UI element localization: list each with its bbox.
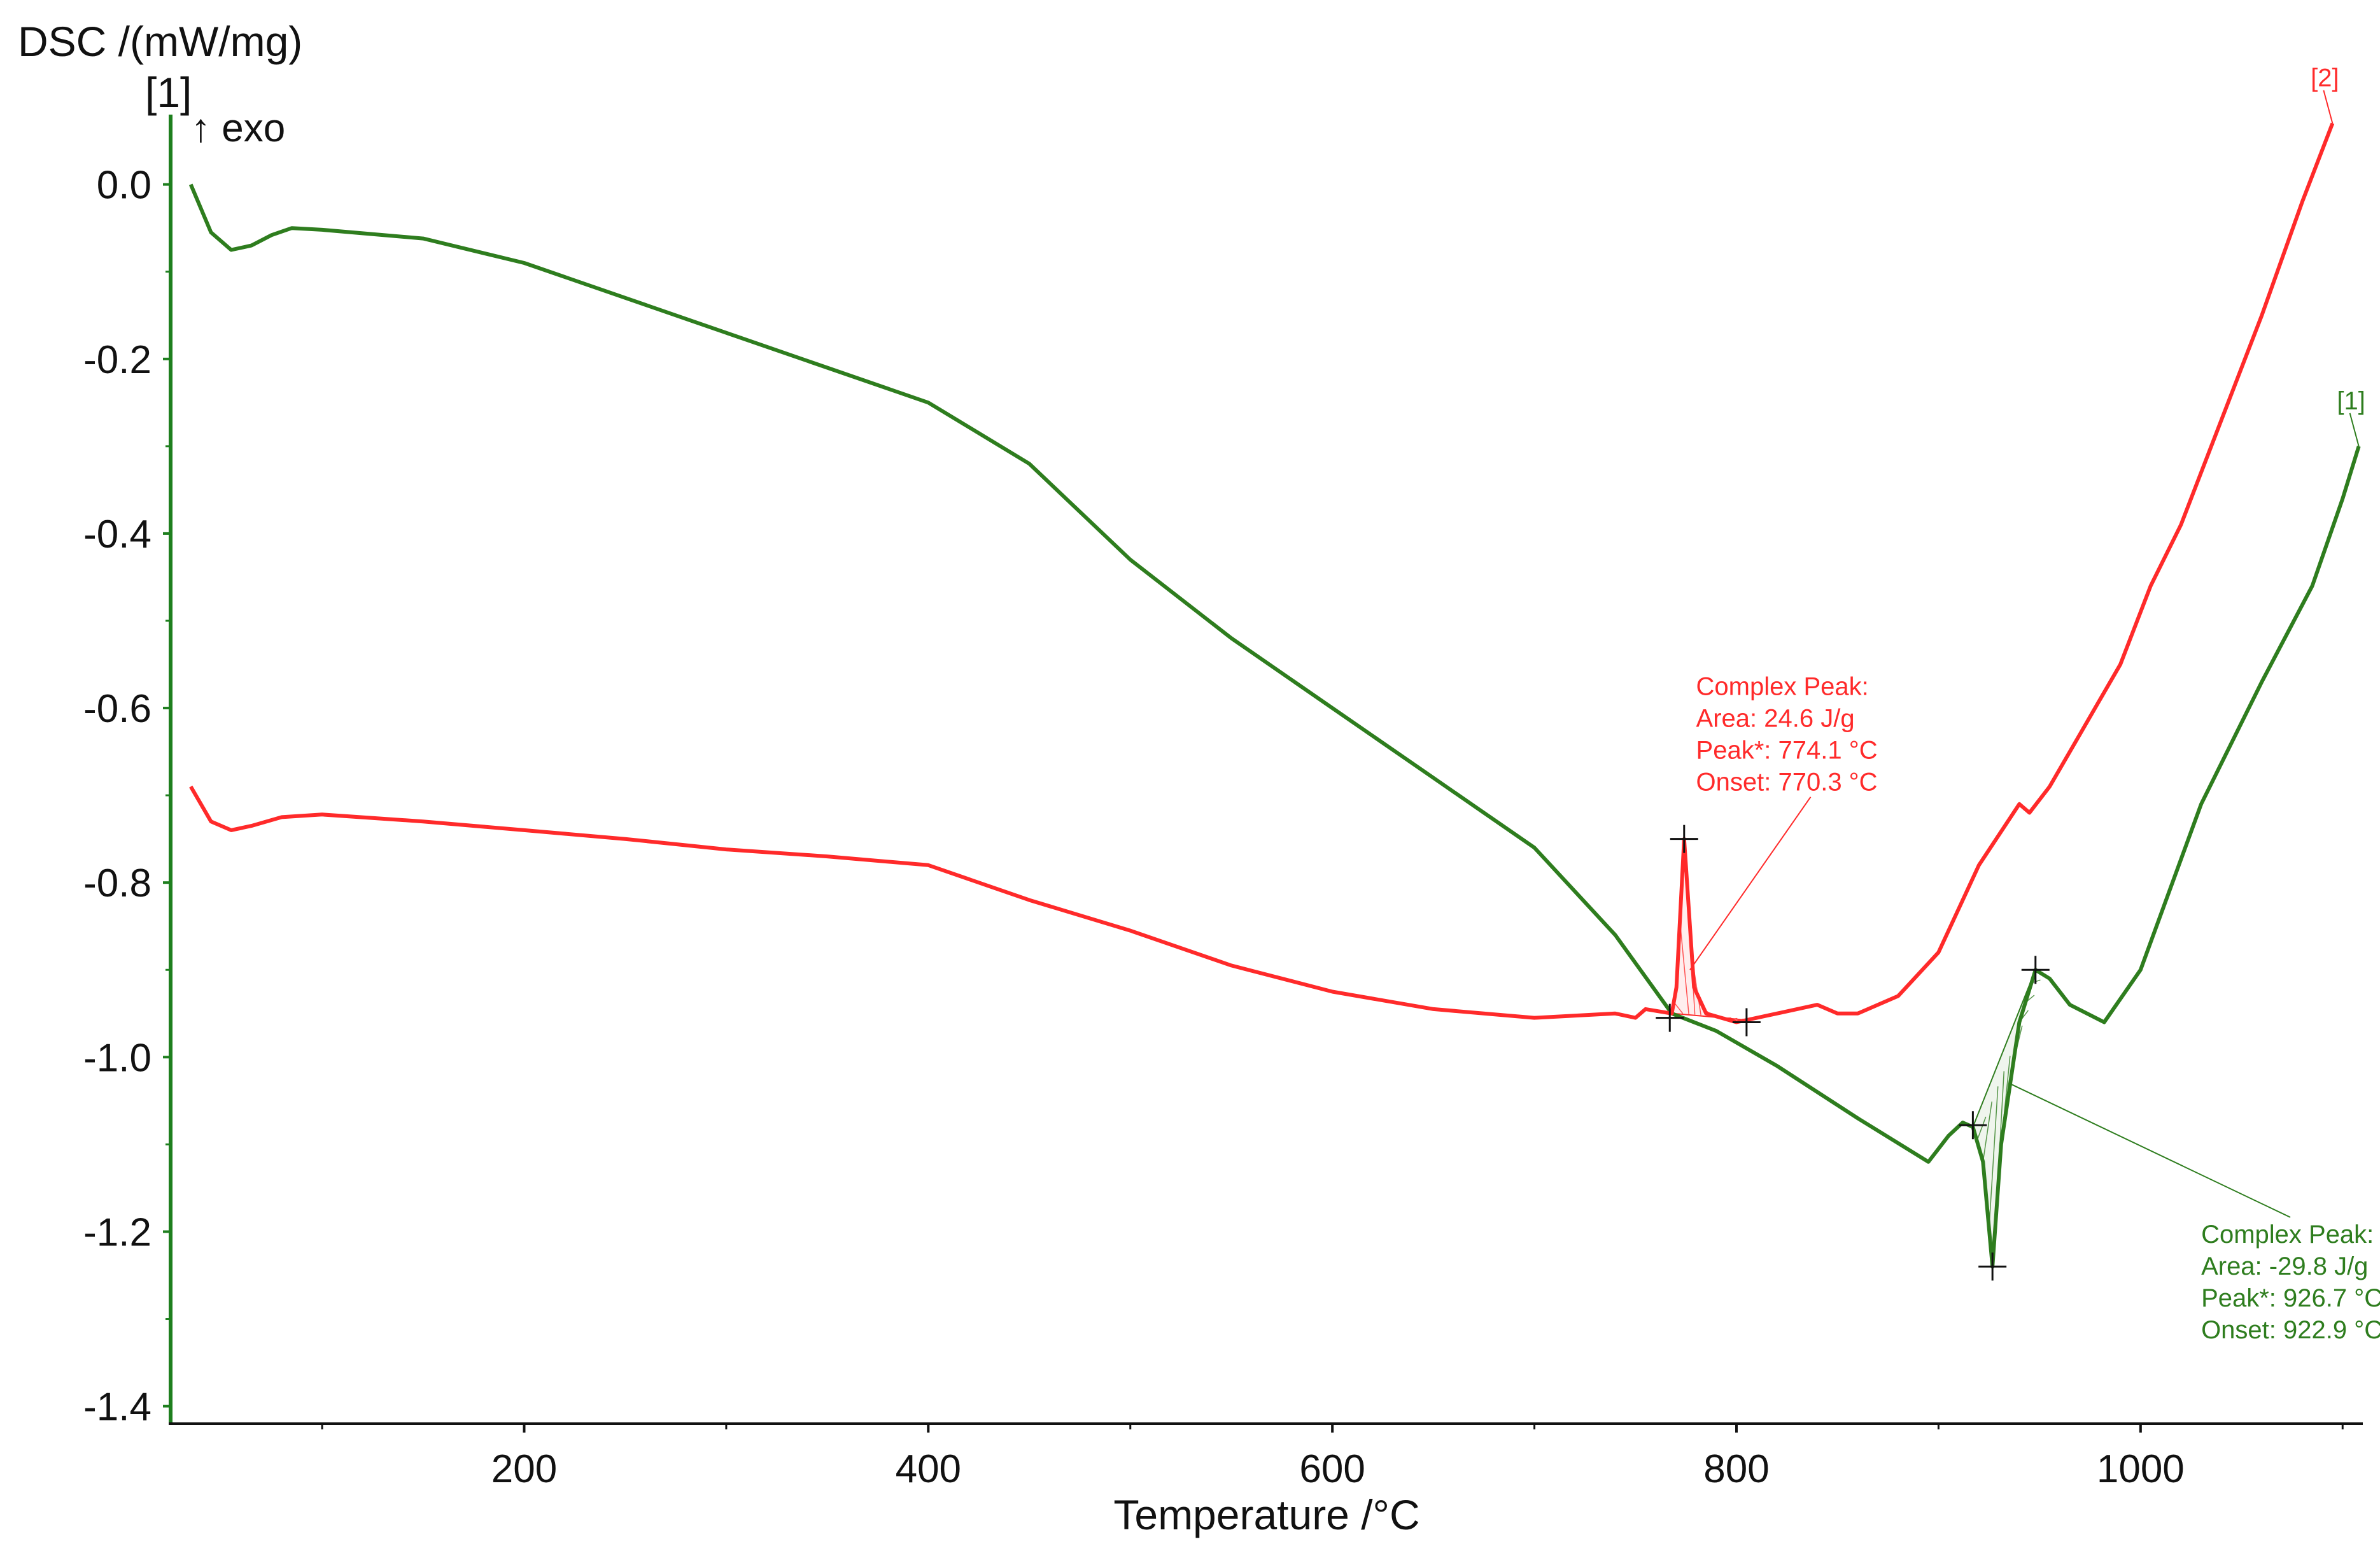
peak-baseline bbox=[1972, 969, 2036, 1128]
peak-hatch-line bbox=[1679, 921, 1689, 1014]
curve-tag-label: [2] bbox=[2311, 64, 2339, 92]
peak-annotation-line: Peak*: 774.1 °C bbox=[1696, 737, 1878, 765]
y-tick-label: -0.2 bbox=[83, 338, 151, 382]
peak-hatch-line bbox=[1982, 1101, 1992, 1162]
curve-tag-leader bbox=[2323, 90, 2334, 124]
x-tick-label: 800 bbox=[1703, 1447, 1769, 1491]
series-2-line bbox=[189, 122, 2335, 1024]
x-axis-ticks: 200 400 600 800 1000 bbox=[321, 1424, 2344, 1491]
peak-leader-line bbox=[2009, 1082, 2291, 1218]
peak-annotations: Complex Peak: Area: 24.6 J/g Peak*: 774.1 … bbox=[1689, 673, 2380, 1344]
peak-area-fill bbox=[1670, 842, 1747, 1023]
y-axis-title: DSC /(mW/mg) bbox=[18, 18, 302, 65]
peak-crosshair-marker bbox=[1959, 1111, 1987, 1140]
curve-tags: [2] [1] bbox=[2311, 64, 2365, 447]
curve-tag-label: [1] bbox=[2337, 387, 2365, 415]
peak-annotation-line: Onset: 770.3 °C bbox=[1696, 768, 1878, 797]
peak-leader-line bbox=[1689, 797, 1812, 970]
peak-annotation-title: Complex Peak: bbox=[1696, 673, 1869, 701]
peak-annotation-line: Peak*: 926.7 °C bbox=[2201, 1284, 2380, 1312]
peak-crosshair-marker bbox=[2021, 956, 2050, 984]
series-1-line bbox=[188, 183, 2361, 1269]
peak-crosshair-marker bbox=[1656, 1003, 1684, 1032]
y-tick-label: 0.0 bbox=[97, 164, 151, 208]
peak-hatch-line bbox=[1989, 1086, 1999, 1229]
peak-annotation-line: Area: 24.6 J/g bbox=[1696, 705, 1855, 733]
y-axis-ticks: 0.0 -0.2 -0.4 -0.6 -0.8 -1.0 -1.2 -1.4 bbox=[83, 164, 171, 1429]
peak-crosshair-marker bbox=[1978, 1252, 2007, 1281]
peak-crosshair-marker bbox=[1732, 1008, 1761, 1037]
x-tick-label: 400 bbox=[896, 1447, 961, 1491]
peak-annotation-line: Onset: 922.9 °C bbox=[2201, 1316, 2380, 1344]
x-tick-label: 200 bbox=[491, 1447, 557, 1491]
y-tick-label: -0.6 bbox=[83, 687, 151, 731]
peak-hatch-line bbox=[1976, 1116, 1987, 1142]
y-tick-label: -1.4 bbox=[83, 1385, 151, 1429]
x-tick-label: 1000 bbox=[2097, 1447, 2185, 1491]
y-tick-label: -0.4 bbox=[83, 513, 151, 556]
peak-annotation-title: Complex Peak: bbox=[2201, 1221, 2374, 1249]
y-tick-label: -1.0 bbox=[83, 1036, 151, 1080]
x-axis-title: Temperature /°C bbox=[1113, 1491, 1419, 1538]
curve-tag-leader bbox=[2349, 413, 2360, 447]
peak-crosshair-marker bbox=[1670, 825, 1698, 853]
peak-markers bbox=[1656, 825, 2050, 1281]
exo-direction-label: ↑ exo bbox=[191, 106, 285, 150]
x-tick-label: 600 bbox=[1299, 1447, 1365, 1491]
peak-annotation-line: Area: -29.8 J/g bbox=[2201, 1252, 2368, 1280]
y-axis-tag: [1] bbox=[145, 69, 192, 116]
y-tick-label: -0.8 bbox=[83, 861, 151, 905]
y-tick-label: -1.2 bbox=[83, 1210, 151, 1254]
